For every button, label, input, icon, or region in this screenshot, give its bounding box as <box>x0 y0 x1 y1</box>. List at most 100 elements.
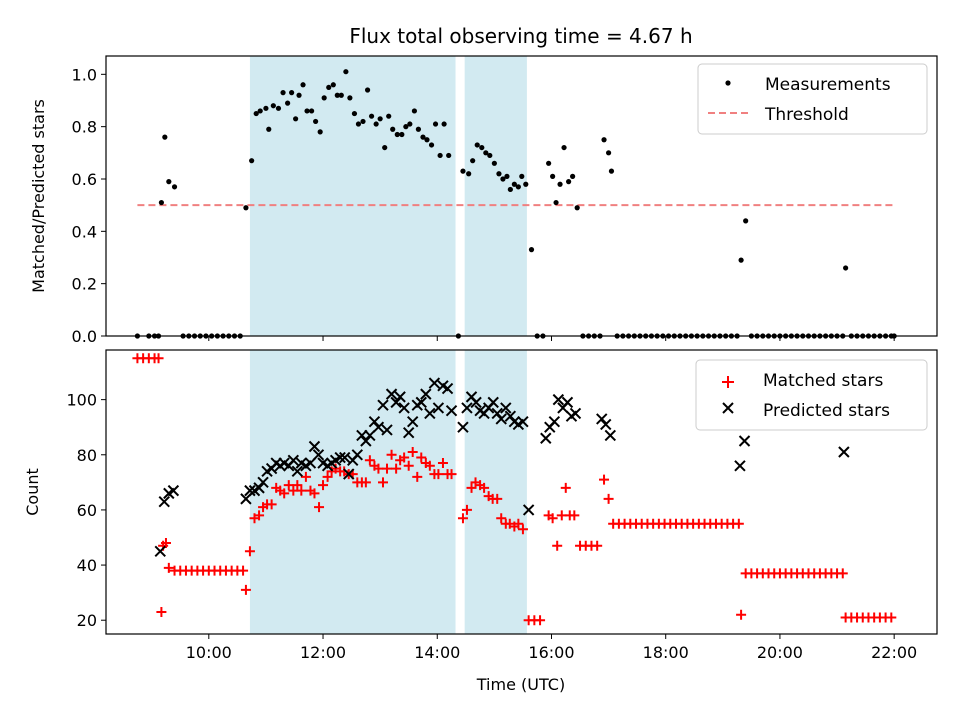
measurement-point <box>289 90 295 96</box>
measurement-point <box>474 142 480 148</box>
matched-point <box>322 471 333 482</box>
measurement-point <box>347 95 353 101</box>
matched-point <box>378 477 388 488</box>
predicted-point <box>308 440 321 453</box>
matched-point <box>446 469 457 480</box>
measurement-point <box>266 126 272 132</box>
predicted-point <box>424 407 436 420</box>
predicted-point <box>398 402 410 414</box>
measurement-point <box>158 199 164 206</box>
measurement-point <box>243 205 249 211</box>
measurement-point <box>338 92 344 98</box>
top-ytick-label: 0.6 <box>72 170 97 189</box>
measurement-point <box>570 173 576 179</box>
observing-window-1 <box>249 56 456 336</box>
matched-point <box>318 480 329 491</box>
predicted-point <box>470 396 482 409</box>
predicted-point <box>385 388 398 400</box>
top-panel: 0.0 0.2 0.4 0.6 0.8 1.0 Matched/Predicted sta… <box>29 55 938 346</box>
matched-point <box>517 524 528 535</box>
measurement-point <box>263 105 269 111</box>
measurement-point <box>504 173 510 179</box>
top-x-ticks <box>208 336 895 341</box>
top-ytick-label: 0.4 <box>72 222 97 241</box>
legend-threshold-label: Threshold <box>764 105 849 125</box>
measurement-point <box>441 121 447 127</box>
predicted-point <box>240 493 252 505</box>
legend-measurements-marker <box>725 80 731 86</box>
measurement-point <box>460 168 466 174</box>
measurement-point <box>424 137 430 143</box>
measurement-point <box>360 118 366 125</box>
predicted-point <box>351 449 364 461</box>
predicted-point <box>517 415 529 428</box>
measurement-point <box>355 121 362 127</box>
top-ytick-label: 0.0 <box>72 327 97 346</box>
predicted-point <box>360 435 372 447</box>
matched-point <box>373 463 384 474</box>
predicted-point <box>364 429 376 442</box>
matched-point <box>479 482 490 493</box>
bottom-ytick-label: 60 <box>77 501 97 520</box>
measurement-point <box>317 129 323 135</box>
matched-point <box>163 562 174 573</box>
predicted-point <box>253 482 265 494</box>
matched-point <box>733 518 744 529</box>
measurement-point <box>479 144 485 151</box>
measurement-point <box>253 110 259 117</box>
measurement-point <box>368 113 375 119</box>
matched-point <box>381 463 392 474</box>
matched-point <box>466 482 477 493</box>
bottom-y-ticks: 20 40 60 80 100 <box>66 391 106 630</box>
measurement-point <box>382 144 388 151</box>
predicted-point <box>244 484 256 497</box>
measurement-point <box>364 87 371 93</box>
matched-points <box>132 353 897 626</box>
matched-point <box>592 540 603 551</box>
measurement-point <box>275 105 282 111</box>
measurement-point <box>407 121 413 127</box>
measurement-point <box>523 181 529 187</box>
measurement-point <box>500 176 506 182</box>
top-y-ticks: 0.0 0.2 0.4 0.6 0.8 1.0 <box>72 65 106 346</box>
matched-point <box>424 460 435 471</box>
top-y-axis-label: Matched/Predicted stars <box>29 99 48 293</box>
predicted-point <box>552 393 565 406</box>
measurement-point <box>304 108 310 114</box>
predicted-point <box>561 396 574 409</box>
matched-point <box>569 510 580 521</box>
observing-window-2 <box>464 350 527 634</box>
predicted-point <box>445 404 458 417</box>
measurement-point <box>550 173 556 179</box>
measurement-point <box>330 82 336 88</box>
measurement-point <box>309 108 315 114</box>
predicted-point <box>461 402 473 414</box>
measurement-point <box>437 152 443 159</box>
matched-point <box>314 502 325 513</box>
matched-point <box>837 568 848 579</box>
predicted-point <box>432 402 445 414</box>
bottom-legend-box <box>695 359 928 431</box>
measurement-point <box>296 92 302 98</box>
predicted-point <box>312 449 325 461</box>
measurement-point <box>373 121 379 127</box>
xtick-label: 16:00 <box>528 643 574 662</box>
matched-point <box>156 606 167 617</box>
predicted-point <box>491 407 503 420</box>
matched-point <box>437 458 448 469</box>
measurement-point <box>483 150 489 156</box>
predicted-point <box>390 396 402 409</box>
matched-point <box>153 353 164 364</box>
matched-point <box>416 452 427 463</box>
measurement-point <box>351 110 358 117</box>
predicted-point <box>734 460 746 472</box>
matched-point <box>547 513 558 524</box>
matched-point <box>360 477 371 488</box>
bottom-ytick-label: 100 <box>66 391 97 410</box>
predicted-point <box>372 421 385 433</box>
matched-point <box>309 488 320 499</box>
measurement-point <box>528 247 535 253</box>
matched-point <box>496 513 507 524</box>
matched-point <box>160 538 171 549</box>
legend-matched-marker <box>722 376 734 388</box>
